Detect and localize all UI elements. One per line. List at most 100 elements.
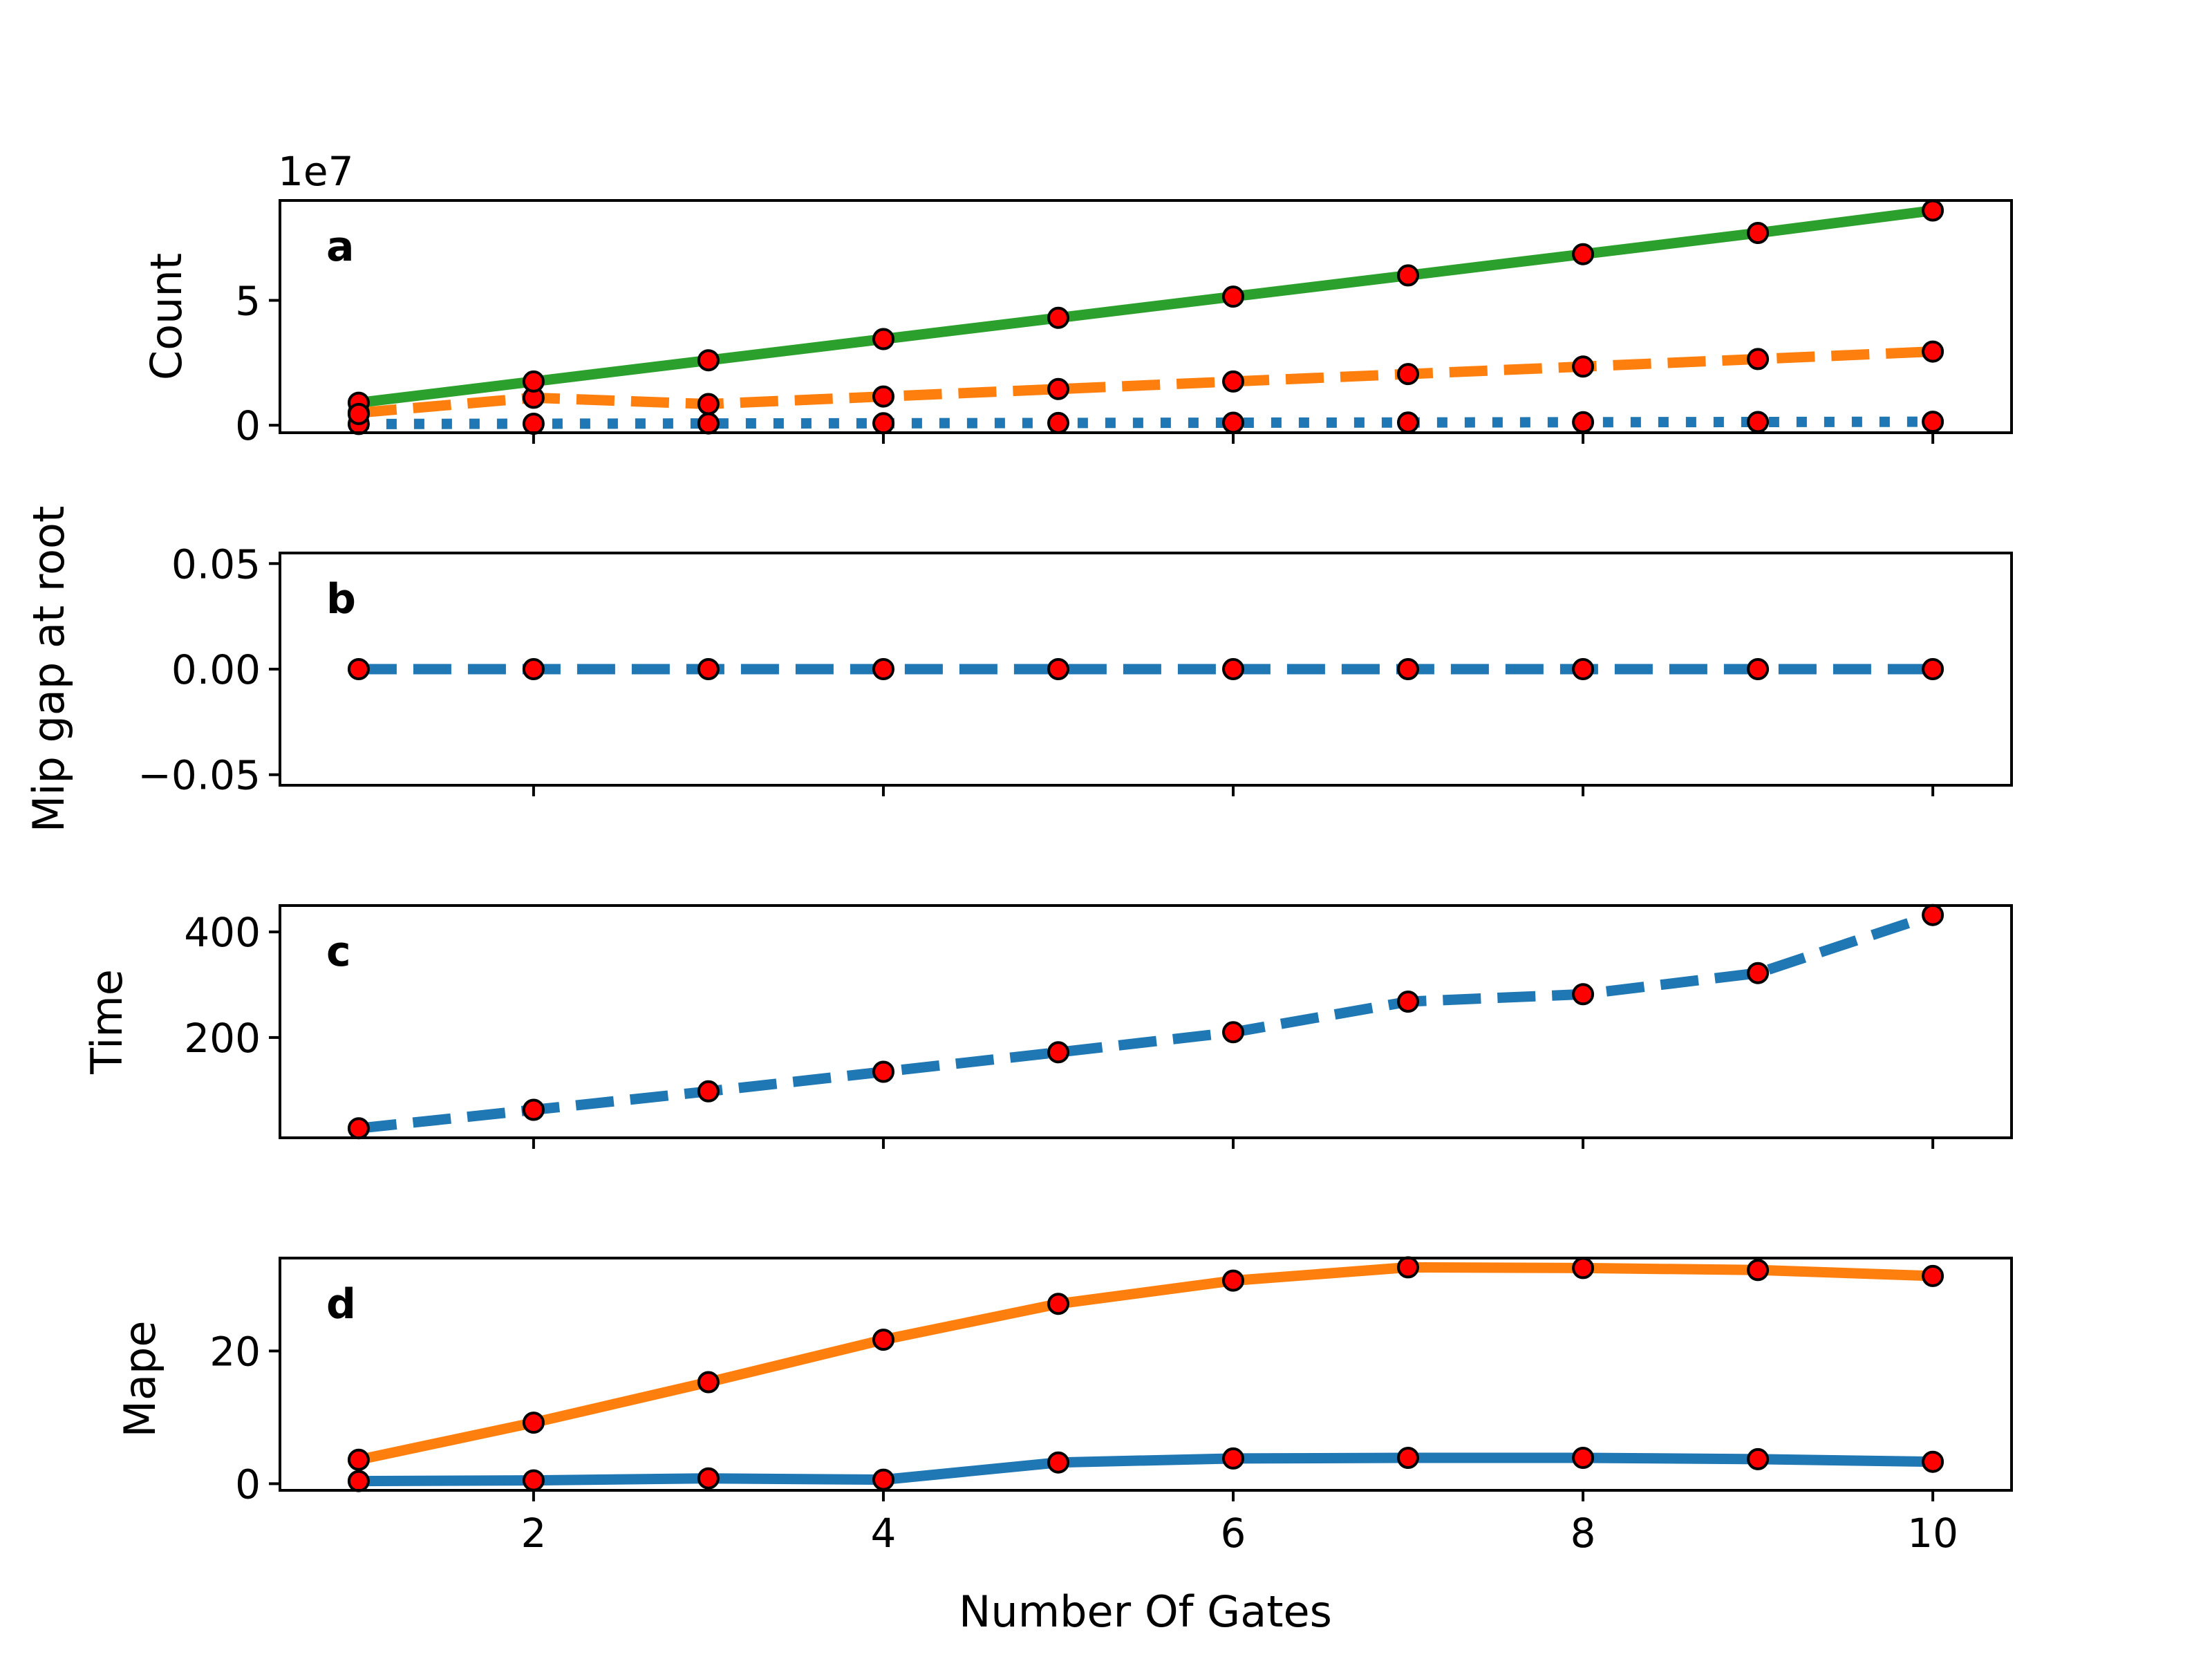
panel-b-series [347,658,1944,680]
panel-c-xticks [532,1138,1935,1149]
panel-a-series-3-line [357,205,1934,409]
panel-c-ytick-label: 200 [184,1015,261,1062]
panel-b-ytick-label: 0.00 [171,646,261,693]
panel-d-series-1-point [1047,1451,1069,1474]
panel-a-series-3-point [1572,243,1595,265]
panel-c-letter: c [326,928,351,976]
x-tick-label: 2 [521,1510,546,1557]
panel-c-series-1-point [697,1080,720,1103]
panel-a-series-2-point [1572,355,1595,378]
panel-a-series-1-point [697,412,720,435]
panel-b-series-1-point [522,658,545,680]
panel-c-series-1-point [872,1060,894,1083]
panel-d-series-1-point [1222,1447,1244,1470]
panel-a-series-1-point [522,413,545,435]
panel-a-extra-point [347,402,370,425]
panel-a-series-3-point [522,370,545,393]
panel-a-series-1-point [1397,411,1419,434]
panel-a-frame [279,199,2013,434]
panel-d-series-1-line [358,1452,1933,1487]
panel-a-series-2-point [872,385,894,408]
x-tick-label: 10 [1907,1510,1958,1557]
panel-a-series-3-point [1747,222,1770,244]
panel-c: 200 400 c Time [82,903,2013,1149]
panel-b-series-1-point [1047,658,1069,680]
panel-c-series-1-point [1222,1021,1244,1044]
panel-d: 0 20 2 4 6 8 10 d Mape Number Of Gates [115,1256,2013,1637]
panel-a-series-1-point [872,412,894,435]
panel-a-series-2-point [1047,377,1069,400]
panel-d-series-2-point [1747,1259,1770,1282]
panel-b-xticks [532,785,1935,796]
panel-a-xticks [532,433,1935,444]
panel-d-series-2-point [872,1329,894,1351]
panel-a-series-2-point [1747,348,1770,371]
panel-a-series-1-point [1222,411,1244,434]
panel-c-yticks: 200 400 [184,909,280,1062]
panel-b-ylabel: Mip gap at root [24,506,74,833]
panel-d-series-1-point [1397,1447,1419,1469]
panel-c-ytick-label: 400 [184,909,261,956]
panel-a-series-1-point [1922,411,1944,433]
panel-d-letter: d [326,1280,356,1329]
panel-a-series-1-point [1747,411,1770,433]
panel-d-series-2-point [697,1371,720,1394]
panel-b-series-1-point [347,658,370,680]
panel-d-series-2-point [1047,1293,1069,1315]
panel-a-series-3-point [1047,306,1069,329]
x-tick-label: 4 [871,1510,897,1557]
panel-c-series-1-point [1572,983,1595,1006]
panel-d-series-2-point [1397,1256,1419,1279]
panel-d-series-1-point [697,1467,720,1490]
panel-a-yticks: 05 [235,278,280,449]
panel-a-series-1-point [1572,411,1595,433]
panel-d-series-2-point [522,1412,545,1434]
panel-b: 0.05 0.00 −0.05 b Mip gap at root [24,506,2013,833]
panel-a-letter: a [326,223,355,271]
x-axis-label: Number Of Gates [959,1586,1332,1637]
panel-c-series-1-point [1747,962,1770,984]
panel-c-frame [279,904,2013,1139]
panel-b-series-1-point [872,658,894,680]
panel-b-series-1-point [1747,658,1770,680]
panel-b-series-1-point [1922,658,1944,680]
panel-a-series-3-point [697,349,720,372]
panel-d-ytick-label: 0 [235,1461,261,1508]
panel-d-yticks: 0 20 [209,1328,280,1508]
panel-c-series-1-point [1397,991,1419,1013]
panel-d-ytick-label: 20 [209,1328,261,1375]
panel-d-series-2-point [1922,1264,1944,1287]
panel-b-ytick-label: −0.05 [138,752,261,799]
panel-b-series-1-point [1397,658,1419,680]
panel-b-series-1-point [1222,658,1244,680]
panel-a-ytick-label: 0 [235,402,261,449]
panel-c-series-1-point [522,1098,545,1121]
panel-d-xticks: 2 4 6 8 10 [521,1490,1958,1557]
panel-b-ytick-label: 0.05 [171,541,261,588]
panel-a-series-2-point [1922,340,1944,363]
panel-d-series-1-point [1572,1447,1595,1469]
panel-c-series-1-point [1922,903,1944,926]
panel-c-ylabel: Time [82,969,132,1075]
panel-a: 05 a 1e7 Count [141,148,2013,449]
panel-b-letter: b [326,575,356,624]
x-tick-label: 6 [1221,1510,1246,1557]
panel-a-ylabel: Count [141,253,191,380]
panel-d-series-2-point [1572,1257,1595,1280]
panel-d-series [347,1256,1944,1492]
panel-d-series-1-point [522,1469,545,1492]
panel-a-ytick-label: 5 [235,278,261,325]
panel-a-series-3-point [872,328,894,350]
panel-a-series-2-point [1222,370,1244,393]
panel-a-series [347,199,1944,435]
panel-b-series-1-point [1572,658,1595,680]
panel-c-series-1-point [347,1117,370,1140]
panel-d-series-1-point [347,1470,370,1492]
panel-d-series-2-point [1222,1269,1244,1292]
panel-d-frame [279,1257,2013,1492]
panel-a-series-3-point [1222,285,1244,308]
panel-d-series-1-point [1747,1447,1770,1470]
panel-b-series-1-point [697,658,720,680]
panel-c-series-1-point [1047,1041,1069,1064]
